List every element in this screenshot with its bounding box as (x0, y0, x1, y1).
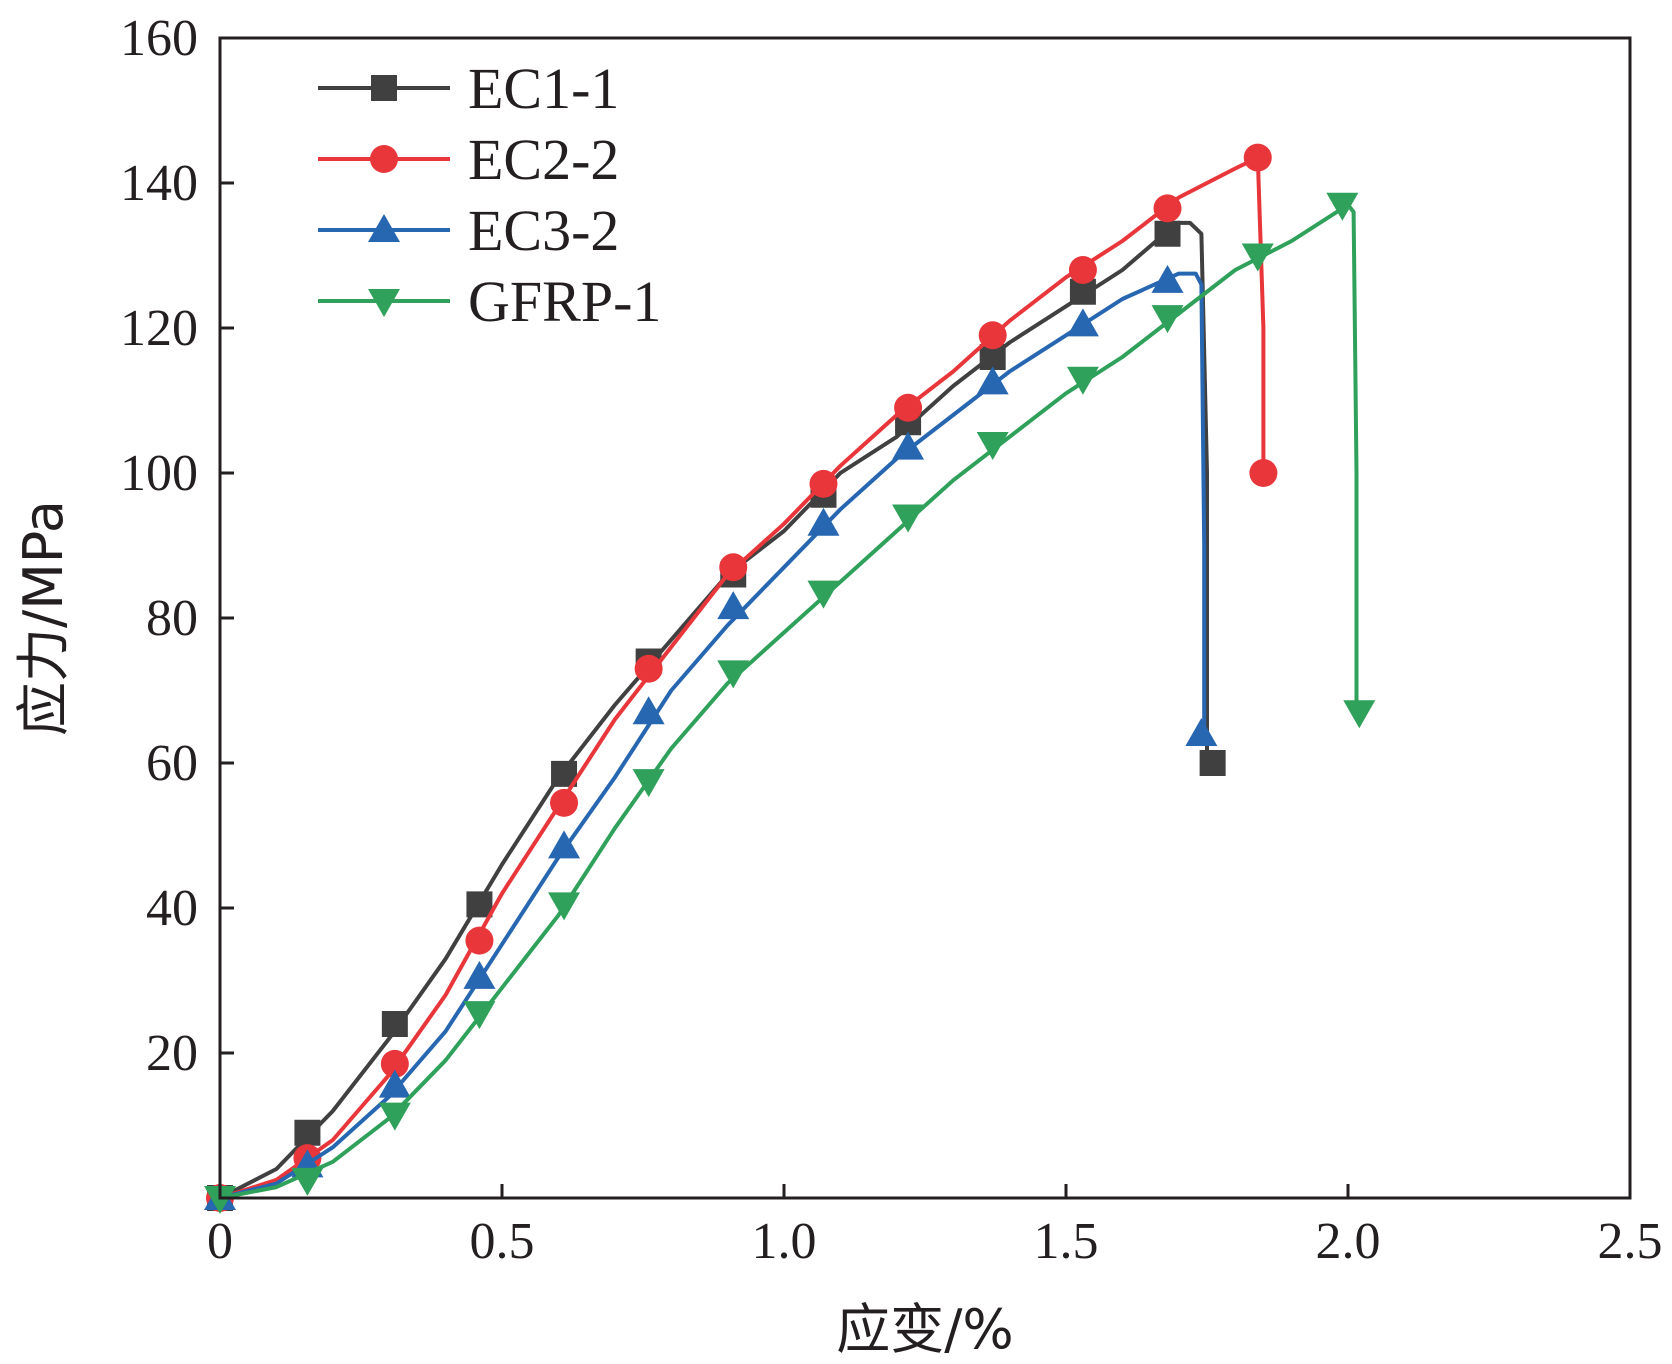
y-tick-label: 80 (146, 590, 198, 647)
x-tick-label: 0.5 (470, 1213, 535, 1270)
data-point (378, 1102, 411, 1131)
x-tick-label: 2.0 (1316, 1213, 1381, 1270)
data-point (1066, 308, 1099, 337)
data-point (1185, 718, 1218, 746)
data-point (1066, 366, 1099, 395)
data-point (463, 1001, 496, 1030)
data-point (378, 1069, 411, 1098)
series-GFRP-1 (204, 192, 1376, 1214)
data-point (894, 393, 923, 422)
data-point (381, 1011, 408, 1037)
data-point (892, 431, 925, 460)
data-point (1153, 194, 1182, 223)
data-point (548, 892, 581, 921)
data-point (1241, 243, 1274, 272)
data-point (550, 788, 579, 817)
data-point (294, 1119, 321, 1146)
data-point (291, 1167, 324, 1196)
data-point (1154, 220, 1181, 247)
plot-frame (218, 36, 1632, 1200)
y-tick-label: 120 (120, 300, 198, 357)
legend-entry: EC1-1 (318, 56, 619, 121)
series-EC1-1 (207, 220, 1226, 1211)
legend-marker (370, 145, 398, 173)
data-point (978, 321, 1007, 350)
data-point (1199, 750, 1226, 776)
x-tick-label: 0 (207, 1213, 233, 1270)
x-tick-label: 1.0 (752, 1213, 817, 1270)
legend-marker (371, 75, 397, 101)
data-point (634, 654, 663, 683)
legend-entry: EC3-2 (318, 198, 619, 263)
y-tick-label: 40 (146, 880, 198, 937)
x-tick-label: 1.5 (1034, 1213, 1099, 1270)
x-tick-label: 2.5 (1598, 1213, 1663, 1270)
legend-marker (368, 289, 400, 317)
series-line (218, 202, 1359, 1200)
data-point (548, 830, 581, 859)
data-point (466, 891, 493, 918)
data-point (632, 696, 665, 725)
y-axis-title: 应力/MPa (12, 500, 75, 736)
data-point (892, 504, 925, 533)
data-point (717, 591, 750, 620)
y-tick-label: 160 (120, 10, 198, 67)
legend-label: EC1-1 (468, 56, 619, 121)
series-EC3-2 (204, 264, 1218, 1210)
series-line (218, 155, 1266, 1200)
y-tick-label: 100 (120, 445, 198, 502)
y-tick-label: 20 (146, 1025, 198, 1082)
data-point (976, 432, 1009, 460)
data-point (1151, 264, 1184, 293)
data-point (1326, 192, 1359, 221)
data-point (1068, 256, 1097, 284)
data-point (463, 960, 496, 989)
y-tick-label: 140 (120, 155, 198, 212)
data-point (809, 469, 838, 498)
legend-entry: EC2-2 (318, 127, 619, 192)
legend-label: EC3-2 (468, 198, 619, 263)
data-point (719, 553, 748, 582)
legend-entry: GFRP-1 (318, 269, 661, 334)
series-line (218, 220, 1209, 1200)
data-point (1151, 305, 1184, 334)
series-line (218, 271, 1207, 1200)
axes-layer: 0 0.5 1.0 1.5 2.0 2.5 20 40 60 80 100 120 140 160 (120, 10, 1663, 1270)
x-axis-title: 应变/% (836, 1298, 1014, 1361)
legend-label: GFRP-1 (468, 269, 661, 334)
y-tick-label: 60 (146, 735, 198, 792)
data-point (1243, 143, 1272, 172)
data-point (1249, 459, 1278, 487)
data-point (807, 507, 840, 536)
data-point (807, 580, 840, 609)
data-point (632, 769, 665, 798)
legend-label: EC2-2 (468, 127, 619, 192)
data-point (380, 1049, 409, 1078)
data-point (717, 660, 750, 689)
data-point (1343, 700, 1376, 729)
legend-marker (368, 214, 400, 242)
series-EC2-2 (206, 143, 1278, 1212)
data-point (465, 926, 494, 955)
data-point (976, 366, 1009, 395)
series-layer (204, 143, 1376, 1214)
data-point (204, 1186, 236, 1214)
